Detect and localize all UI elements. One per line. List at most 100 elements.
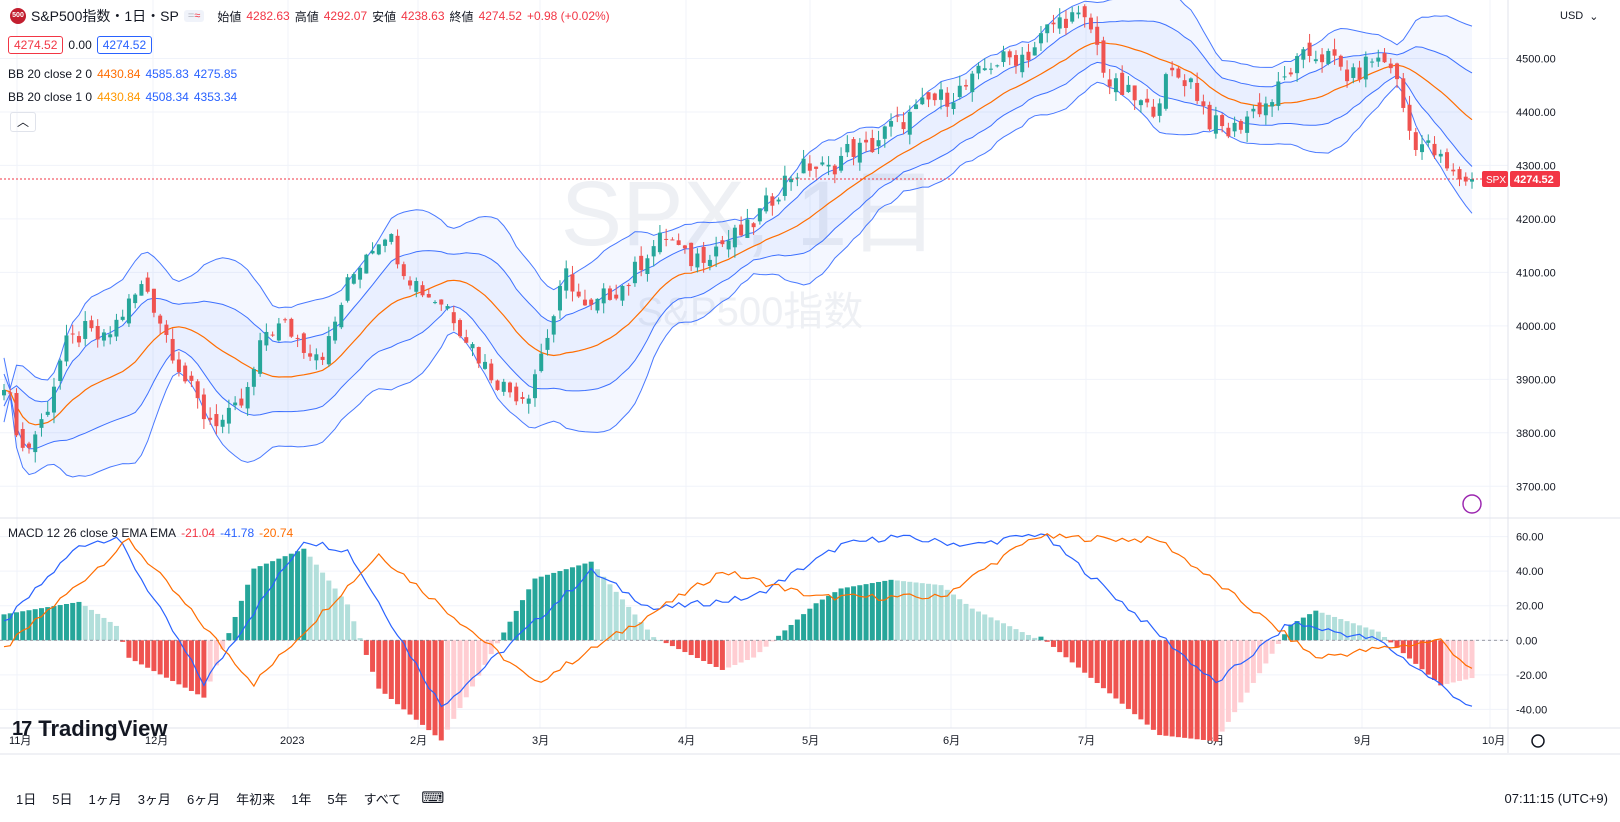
- candle-body: [1157, 103, 1162, 116]
- macd-hist-bar: [1000, 623, 1006, 641]
- macd-hist-bar: [1407, 640, 1413, 659]
- macd-hist-bar: [1319, 612, 1325, 641]
- candle-body: [358, 267, 363, 280]
- candle-body: [101, 332, 106, 341]
- macd-hist-bar: [76, 601, 82, 641]
- currency-selector[interactable]: USD ⌄: [1560, 10, 1598, 23]
- macd-hist-bar: [619, 599, 625, 641]
- calendar-range-icon[interactable]: ⌨: [421, 790, 445, 807]
- macd-hist-bar: [1238, 640, 1244, 703]
- candle-body: [1326, 50, 1331, 65]
- macd-hist-bar: [926, 583, 932, 641]
- macd-hist-bar: [569, 567, 575, 641]
- last-price-tag: [1510, 171, 1560, 188]
- range-button-5[interactable]: 年初来: [236, 791, 276, 807]
- range-button-6[interactable]: 1年: [291, 791, 312, 807]
- candle-body: [420, 285, 425, 296]
- candle-body: [308, 353, 313, 357]
- range-button-2[interactable]: 1ヶ月: [88, 791, 122, 807]
- clock-timezone[interactable]: 07:11:15 (UTC+9): [1504, 790, 1608, 806]
- macd-hist-bar: [420, 640, 426, 725]
- macd-hist-bar: [345, 604, 351, 641]
- bb2-legend[interactable]: BB 20 close 2 0 4430.84 4585.83 4275.85: [8, 67, 237, 81]
- macd-hist-bar: [1332, 616, 1338, 641]
- last-price-symbol-tag: [1482, 171, 1508, 188]
- collapse-legend-button[interactable]: ︿: [10, 112, 36, 132]
- macd-hist-bar: [1082, 640, 1088, 673]
- range-button-1[interactable]: 5日: [52, 791, 73, 807]
- candle-body: [1232, 122, 1237, 132]
- candle-body: [45, 411, 50, 415]
- last-price-symbol: SPX: [1486, 175, 1506, 186]
- macd-hist-bar: [1313, 610, 1319, 641]
- alert-lightning-icon: [1462, 494, 1482, 514]
- macd-hist-bar: [782, 630, 788, 641]
- candle-body: [982, 68, 987, 71]
- macd-legend[interactable]: MACD 12 26 close 9 EMA EMA -21.04 -41.78…: [8, 526, 293, 540]
- macd-hist-bar: [1063, 640, 1069, 658]
- compare-icon[interactable]: =≈: [183, 10, 205, 22]
- macd-hist-bar: [195, 640, 201, 695]
- candle-body: [645, 258, 650, 274]
- candle-body: [401, 264, 406, 277]
- candle-body: [439, 299, 444, 305]
- macd-hist-bar: [901, 581, 907, 641]
- macd-hist-bar: [170, 640, 176, 682]
- macd-hist-bar: [176, 640, 182, 685]
- tradingview-logo: 17 TradingView: [12, 716, 167, 742]
- candle-body: [1276, 81, 1281, 106]
- macd-hist-bar: [1394, 640, 1400, 648]
- candle-body: [851, 139, 856, 157]
- time-tick-label: 7月: [1078, 735, 1095, 747]
- candle-body: [495, 380, 500, 390]
- macd-hist-bar: [957, 599, 963, 641]
- time-tick-label: 3月: [532, 735, 549, 747]
- macd-hist-bar: [1363, 627, 1369, 641]
- macd-hist-bar: [1469, 640, 1475, 679]
- symbol-title[interactable]: S&P500指数・1日・SP: [31, 8, 179, 24]
- price-tick-label: 4000.00: [1516, 321, 1556, 333]
- candle-body: [957, 85, 962, 98]
- candle-body: [1245, 116, 1250, 133]
- candle-body: [458, 320, 463, 337]
- macd-hist-bar: [819, 599, 825, 641]
- macd-hist-bar: [370, 640, 376, 672]
- macd-hist-bar: [1182, 640, 1188, 738]
- macd-hist-bar: [1038, 636, 1044, 641]
- candle-body: [682, 245, 687, 249]
- macd-hist-bar: [532, 578, 538, 641]
- candle-body: [145, 277, 150, 292]
- macd-hist-bar: [738, 640, 744, 663]
- last-price-value: 4274.52: [1514, 174, 1554, 186]
- range-button-8[interactable]: すべて: [363, 791, 402, 807]
- macd-hist-bar: [776, 635, 782, 641]
- buy-price-box[interactable]: 4274.52: [96, 36, 153, 54]
- candle-body: [95, 326, 100, 340]
- macd-hist-bar: [1138, 640, 1144, 720]
- range-button-4[interactable]: 6ヶ月: [186, 791, 221, 807]
- range-button-0[interactable]: 1日: [16, 791, 37, 807]
- candle-body: [1095, 26, 1100, 45]
- macd-hist-bar: [769, 640, 775, 642]
- candle-body: [476, 347, 481, 364]
- candle-body: [289, 318, 294, 337]
- macd-hist-bar: [1207, 640, 1213, 741]
- macd-hist-bar: [1438, 640, 1444, 686]
- candle-body: [895, 115, 900, 117]
- sell-price-box[interactable]: 4274.52: [8, 36, 64, 54]
- price-tick-label: 3700.00: [1516, 481, 1556, 493]
- candle-body: [964, 85, 969, 87]
- macd-hist-bar: [851, 586, 857, 641]
- macd-hist-bar: [1263, 640, 1269, 664]
- candle-body: [1357, 67, 1362, 80]
- macd-hist-bar: [220, 640, 226, 650]
- bb1-legend[interactable]: BB 20 close 1 0 4430.84 4508.34 4353.34: [8, 90, 237, 104]
- candle-body: [882, 126, 887, 139]
- range-button-7[interactable]: 5年: [327, 791, 348, 807]
- candle-body: [1338, 55, 1343, 67]
- range-button-3[interactable]: 3ヶ月: [137, 791, 171, 807]
- candle-body: [1438, 153, 1443, 157]
- macd-hist-bar: [226, 633, 232, 641]
- macd-hist-bar: [719, 640, 725, 670]
